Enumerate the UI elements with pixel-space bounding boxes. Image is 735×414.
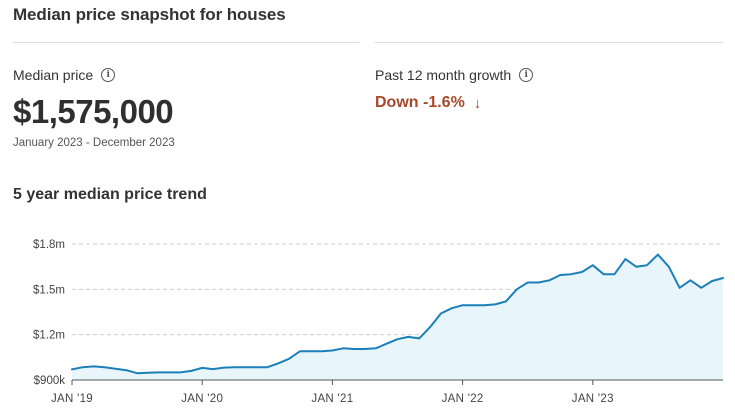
- x-tick-label: JAN '22: [442, 393, 484, 405]
- y-tick-label: $1.2m: [33, 330, 65, 342]
- area-fill: [72, 254, 723, 380]
- series-line: [71, 253, 724, 375]
- x-tick-label: JAN '21: [311, 393, 353, 405]
- y-tick-label: $900k: [34, 375, 66, 387]
- median-price-value: $1,575,000: [13, 93, 174, 130]
- median-price-label-row: Median price i: [13, 67, 116, 83]
- trend-title: 5 year median price trend: [13, 186, 207, 203]
- growth-value: Down -1.6%: [375, 94, 465, 111]
- divider-left: [13, 42, 359, 43]
- x-tick-label: JAN '19: [51, 393, 93, 405]
- info-icon[interactable]: i: [519, 68, 534, 82]
- arrow-down-icon: ↓: [473, 94, 482, 112]
- price-trend-chart[interactable]: $900k $1.2m $1.5m $1.8m JAN '19 JAN '20 JAN '2…: [0, 228, 735, 414]
- divider-right: [375, 42, 723, 43]
- growth-label-row: Past 12 month growth i: [375, 67, 534, 83]
- info-icon[interactable]: i: [101, 68, 116, 82]
- x-tick-label: JAN '20: [181, 393, 223, 405]
- y-tick-label: $1.5m: [33, 284, 65, 296]
- growth-value-row: Down -1.6% ↓: [375, 94, 481, 112]
- y-tick-label: $1.8m: [33, 239, 65, 251]
- page-title: Median price snapshot for houses: [13, 5, 286, 24]
- median-price-period: January 2023 - December 2023: [13, 137, 175, 149]
- median-price-label: Median price: [13, 67, 94, 83]
- x-tick-label: JAN '23: [572, 393, 614, 405]
- growth-label: Past 12 month growth: [375, 67, 512, 83]
